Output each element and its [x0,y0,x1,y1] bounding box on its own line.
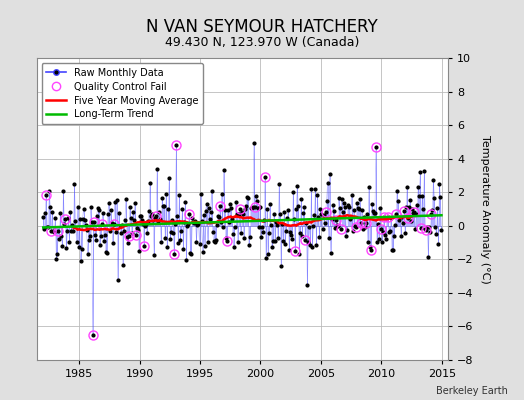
Text: N VAN SEYMOUR HATCHERY: N VAN SEYMOUR HATCHERY [146,18,378,36]
Text: Berkeley Earth: Berkeley Earth [436,386,508,396]
Y-axis label: Temperature Anomaly (°C): Temperature Anomaly (°C) [480,135,490,283]
Legend: Raw Monthly Data, Quality Control Fail, Five Year Moving Average, Long-Term Tren: Raw Monthly Data, Quality Control Fail, … [41,63,203,124]
Text: 49.430 N, 123.970 W (Canada): 49.430 N, 123.970 W (Canada) [165,36,359,49]
